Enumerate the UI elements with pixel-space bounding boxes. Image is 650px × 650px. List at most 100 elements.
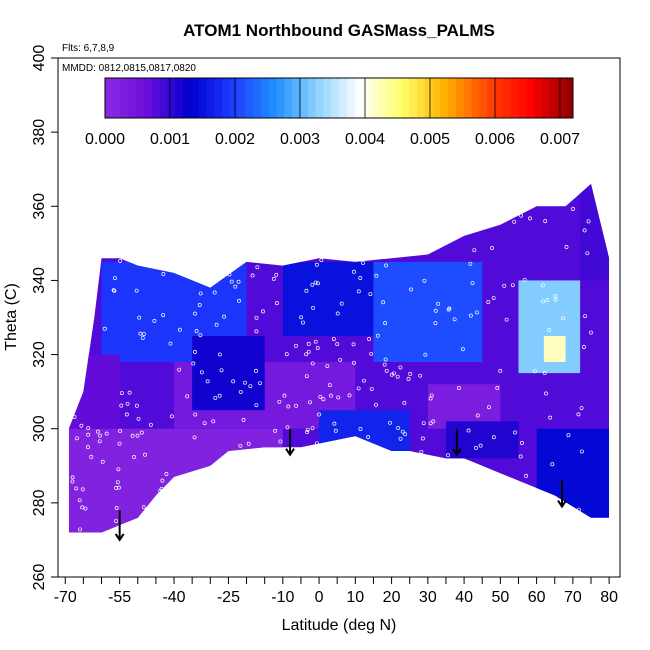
sample-point — [177, 367, 182, 372]
sample-point — [374, 273, 379, 278]
colorbar-swatch — [214, 78, 223, 118]
sample-point — [319, 258, 324, 263]
sample-point — [160, 478, 165, 483]
sample-point — [253, 368, 258, 373]
sample-point — [327, 383, 332, 388]
sample-point — [112, 276, 117, 280]
colorbar-swatch — [268, 78, 278, 118]
sample-point — [140, 335, 145, 340]
sample-point — [361, 260, 365, 265]
sample-point — [321, 397, 326, 402]
sample-point — [168, 341, 173, 346]
y-axis: 260 280 300 320 340 360 380 400 — [31, 45, 58, 590]
sample-point — [115, 480, 120, 485]
colorbar — [104, 77, 574, 119]
sample-point — [222, 314, 227, 319]
sample-point — [388, 420, 392, 425]
sample-point — [475, 310, 479, 315]
sample-point — [576, 412, 581, 417]
sample-point — [137, 315, 142, 320]
sample-point — [118, 428, 123, 433]
x-tick-label: -25 — [217, 589, 240, 606]
sample-point — [561, 316, 565, 321]
x-tick-label: 0 — [315, 589, 324, 606]
sample-point — [254, 315, 259, 320]
sample-point — [548, 415, 553, 420]
sample-point — [325, 364, 330, 368]
sample-point — [331, 337, 336, 342]
colorbar-swatch — [167, 78, 176, 118]
sample-point — [143, 452, 147, 457]
sample-point — [285, 425, 290, 430]
sample-point — [466, 428, 471, 433]
colorbar-swatch — [378, 78, 387, 118]
colorbar-swatch — [307, 78, 317, 118]
y-tick-label: 320 — [31, 341, 48, 368]
sample-point — [571, 207, 575, 211]
sample-point — [433, 308, 438, 313]
sample-point — [491, 435, 496, 440]
x-tick-label: -40 — [162, 589, 185, 606]
colorbar-swatch — [120, 78, 129, 118]
sample-point — [389, 372, 394, 377]
chart-title: ATOM1 Northbound GASMass_PALMS — [183, 21, 495, 40]
colorbar-swatch — [549, 78, 558, 118]
sample-point — [422, 278, 427, 283]
sample-point — [446, 453, 450, 458]
sample-point — [433, 321, 438, 326]
colorbar-tick-label: 0.002 — [215, 131, 255, 148]
sample-point — [246, 441, 251, 446]
colorbar-swatch — [495, 78, 504, 118]
sample-point — [403, 432, 408, 437]
sample-point — [261, 309, 265, 314]
sample-point — [119, 403, 124, 408]
sample-point — [199, 370, 204, 375]
colorbar-swatch — [385, 78, 395, 118]
y-tick-label: 300 — [31, 415, 48, 442]
colorbar-swatch — [409, 78, 418, 118]
sample-point — [336, 395, 341, 400]
sample-point — [238, 443, 243, 448]
y-tick-label: 360 — [31, 193, 48, 220]
colorbar-swatch — [237, 78, 246, 118]
colorbar-swatch — [151, 78, 161, 118]
field-patch — [319, 410, 410, 466]
sample-point — [351, 342, 356, 347]
sample-point — [198, 291, 203, 296]
sample-point — [83, 506, 88, 511]
sample-point — [406, 376, 411, 381]
sample-point — [197, 303, 202, 307]
sample-point — [161, 313, 166, 318]
sample-point — [85, 445, 90, 450]
sample-point — [581, 345, 586, 350]
sample-point — [310, 282, 315, 287]
sample-point — [468, 313, 473, 318]
sample-point — [159, 487, 164, 491]
sample-point — [311, 305, 316, 310]
sample-point — [384, 263, 389, 268]
sample-point — [177, 327, 182, 332]
sample-point — [136, 416, 141, 421]
sample-point — [229, 279, 234, 284]
colorbar-swatch — [565, 78, 574, 118]
sample-point — [102, 326, 107, 331]
sample-point — [193, 311, 197, 316]
sample-point — [532, 369, 537, 374]
sample-point — [74, 486, 79, 491]
sample-point — [79, 423, 84, 428]
colorbar-swatch — [229, 78, 239, 118]
y-tick-label: 380 — [31, 119, 48, 146]
sample-point — [192, 435, 197, 440]
sample-point — [362, 378, 367, 383]
colorbar-tick-label: 0.005 — [410, 131, 450, 148]
colorbar-swatch — [541, 78, 551, 118]
sample-point — [470, 281, 475, 286]
colorbar-swatch — [105, 78, 114, 118]
sample-point — [227, 272, 232, 277]
sample-point — [522, 277, 527, 282]
colorbar-swatch — [557, 78, 566, 118]
x-tick-label: 30 — [419, 589, 437, 606]
sample-point — [304, 374, 309, 379]
colorbar-swatch — [292, 78, 301, 118]
x-tick-label: -70 — [54, 589, 77, 606]
